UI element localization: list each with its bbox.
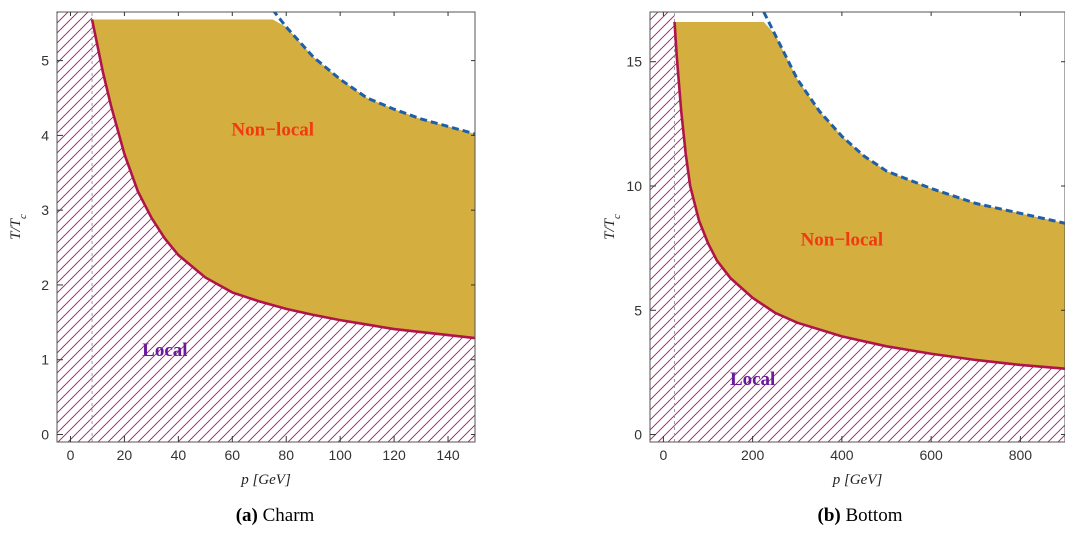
local-region [57,12,475,442]
x-tick-label: 60 [225,447,241,463]
x-axis-label: p [GeV] [832,472,883,488]
panel-caption: (a) Charm [236,505,315,526]
x-tick-label: 120 [382,447,406,463]
region-label-local: Local [142,340,187,361]
boundary-curve [90,19,475,340]
y-tick-label: 0 [634,427,642,443]
x-tick-label: 0 [659,447,667,463]
plot-area [57,12,475,442]
y-tick-label: 0 [41,427,49,443]
y-axis-label: T/Tc [602,214,623,240]
y-tick-label: 1 [41,352,49,368]
x-tick-label: 80 [278,447,294,463]
y-tick-label: 4 [41,127,49,143]
x-tick-label: 600 [919,447,943,463]
region-label-local: Local [730,369,775,390]
y-axis-label: T/Tc [8,214,29,240]
y-tick-label: 3 [41,202,49,218]
region-label-nonlocal: Non−local [801,230,884,251]
y-tick-label: 2 [41,277,49,293]
x-tick-label: 20 [117,447,133,463]
plot-area [650,12,1065,442]
x-axis-label: p [GeV] [240,472,291,488]
nonlocal-region [674,21,1065,369]
dashed-curve [272,12,475,136]
x-tick-label: 800 [1009,447,1033,463]
y-tick-label: 5 [634,302,642,318]
nonlocal-region [92,19,475,339]
y-tick-label: 5 [41,53,49,69]
x-tick-label: 100 [328,447,352,463]
x-tick-label: 40 [171,447,187,463]
x-tick-label: 400 [830,447,854,463]
x-tick-label: 0 [67,447,75,463]
panel-caption: (b) Bottom [818,505,903,526]
y-tick-label: 15 [626,54,642,70]
local-region [650,12,1065,442]
panel-bottom: 0 200 400 600 800 0 5 10 15 p [GeV] T/Tc Non−local L… [602,11,1065,526]
plot-frame [56,11,476,443]
x-tick-label: 200 [741,447,765,463]
panel-charm: 0 20 40 60 80 100 120 140 0 1 2 3 4 5 p [GeV] T/Tc Non−l… [8,11,476,526]
x-tick-label: 140 [436,447,460,463]
boundary-curve [673,21,1065,370]
plot-frame [649,11,1065,443]
y-tick-label: 10 [626,178,642,194]
region-label-nonlocal: Non−local [231,119,314,140]
dashed-curve [762,12,1065,225]
